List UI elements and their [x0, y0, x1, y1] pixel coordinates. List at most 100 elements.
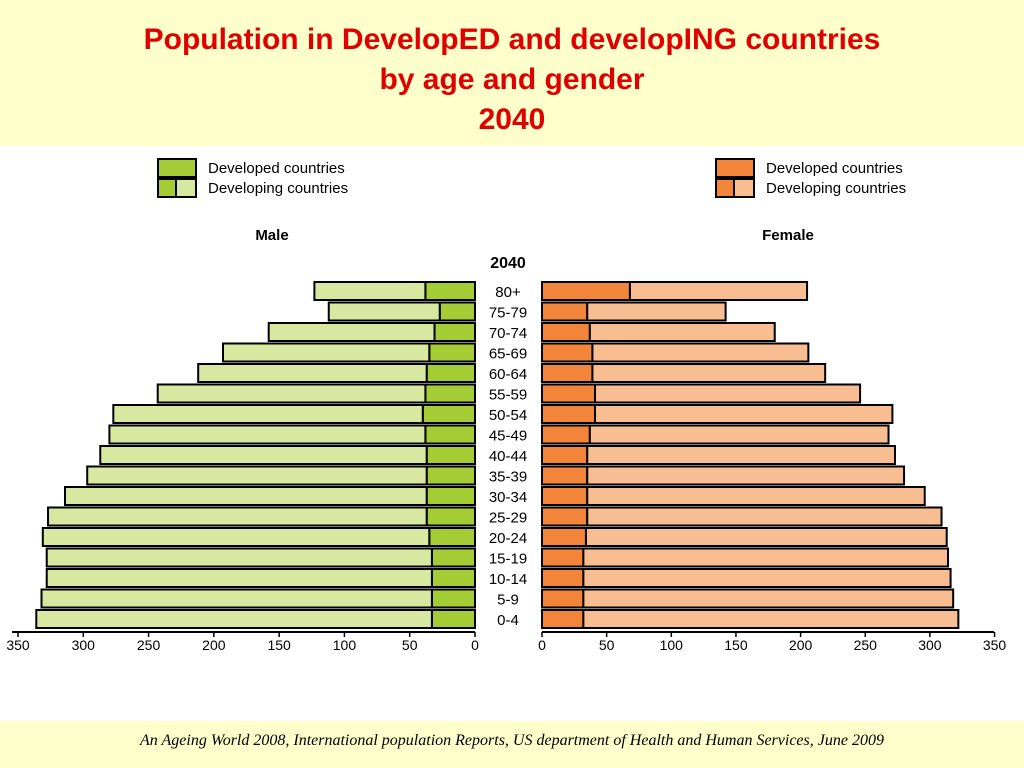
bar-female-developing	[594, 404, 894, 424]
age-group-label: 20-24	[489, 530, 527, 547]
bar-female-developed	[541, 424, 591, 445]
source-citation: An Ageing World 2008, International popu…	[140, 732, 884, 749]
bar-male-developed	[425, 465, 476, 486]
bar-female-developed	[541, 301, 589, 322]
bar-male-developing	[35, 609, 433, 629]
bar-female-developing	[586, 445, 896, 465]
slide-title-line-2: by age and gender	[379, 63, 645, 96]
bar-male-developing	[64, 486, 428, 506]
age-group-label: 5-9	[497, 592, 519, 609]
male-legend-swatch-developing-outer	[175, 178, 197, 198]
bar-male-developed	[424, 424, 476, 445]
age-group-label: 45-49	[489, 428, 527, 445]
bar-female-developed	[541, 342, 594, 363]
male-x-tick-label: 150	[267, 637, 291, 653]
title-band	[0, 0, 1024, 146]
male-legend-swatch-developing-inner	[157, 178, 177, 198]
bar-female-developing	[582, 609, 960, 629]
bar-male-developed	[424, 383, 476, 404]
bar-female-developed	[541, 568, 585, 588]
bar-male-developing	[45, 568, 433, 588]
bar-female-developing	[588, 424, 890, 445]
chart-year-label: 2040	[490, 255, 526, 272]
bar-male-developed	[438, 301, 476, 322]
age-group-label: 55-59	[489, 387, 527, 404]
bar-male-developing	[327, 301, 441, 322]
female-legend-label-developed: Developed countries	[766, 160, 903, 177]
age-group-label: 25-29	[489, 510, 527, 527]
bar-male-developing	[108, 424, 427, 445]
age-group-label: 60-64	[489, 366, 527, 383]
bar-male-developing	[41, 527, 431, 547]
bar-female-developed	[541, 547, 585, 568]
bar-male-developed	[433, 322, 476, 342]
female-x-tick-label: 250	[854, 637, 878, 653]
bar-female-developing	[586, 506, 943, 527]
slide-title-line-3: 2040	[478, 103, 546, 136]
bar-female-developed	[541, 322, 591, 342]
bar-female-developing	[588, 322, 776, 342]
bar-female-developed	[541, 383, 597, 404]
bar-female-developed	[541, 486, 589, 506]
bar-male-developing	[221, 342, 431, 363]
bar-male-developing	[313, 281, 427, 301]
bar-male-developing	[99, 445, 428, 465]
bar-male-developed	[425, 506, 476, 527]
male-x-tick-label: 300	[72, 637, 96, 653]
bar-female-developed	[541, 527, 587, 547]
bar-female-developing	[586, 465, 906, 486]
bar-male-developed	[430, 588, 476, 609]
male-legend-swatch-developed	[157, 158, 197, 178]
female-x-tick-label: 300	[918, 637, 942, 653]
bar-male-developing	[267, 322, 436, 342]
bar-female-developed	[541, 363, 594, 383]
bar-male-developed	[424, 281, 476, 301]
age-group-label: 15-19	[489, 551, 527, 568]
bar-male-developing	[45, 547, 433, 568]
age-group-label: 50-54	[489, 407, 527, 424]
bar-male-developed	[425, 445, 476, 465]
bar-female-developed	[541, 609, 585, 629]
bar-female-developing	[628, 281, 809, 301]
male-panel-label: Male	[255, 227, 288, 244]
bar-female-developed	[541, 445, 589, 465]
female-legend-swatch-developing-outer	[733, 178, 755, 198]
female-legend-swatch-developed	[715, 158, 755, 178]
bar-female-developed	[541, 404, 597, 424]
bar-female-developing	[582, 547, 950, 568]
bar-male-developed	[428, 342, 477, 363]
bar-female-developed	[541, 506, 589, 527]
male-x-tick-label: 250	[137, 637, 161, 653]
female-legend-swatch-developing-inner	[715, 178, 735, 198]
bar-male-developed	[428, 527, 477, 547]
bar-male-developing	[112, 404, 424, 424]
bar-female-developed	[541, 281, 631, 301]
male-legend-label-developing: Developing countries	[208, 180, 348, 197]
bar-female-developing	[584, 527, 948, 547]
age-group-label: 40-44	[489, 448, 527, 465]
bar-female-developing	[582, 568, 952, 588]
male-x-tick-label: 350	[6, 637, 30, 653]
bar-male-developing	[156, 383, 427, 404]
bar-male-developed	[425, 363, 476, 383]
bar-female-developed	[541, 465, 589, 486]
bar-female-developed	[541, 588, 585, 609]
bar-male-developed	[425, 486, 476, 506]
female-legend-label-developing: Developing countries	[766, 180, 906, 197]
bar-female-developing	[591, 363, 827, 383]
bar-female-developing	[591, 342, 810, 363]
female-x-tick-label: 350	[983, 637, 1007, 653]
bar-male-developed	[430, 568, 476, 588]
bar-male-developed	[430, 609, 476, 629]
age-group-label: 80+	[495, 284, 521, 301]
age-group-label: 70-74	[489, 325, 527, 342]
bar-male-developing	[86, 465, 428, 486]
population-pyramid-chart: 80+ 75-79 70-74 65-69 60-64 55-59 50-54 45-49 40…	[6, 158, 1007, 653]
bar-male-developed	[430, 547, 476, 568]
bar-female-developing	[582, 588, 955, 609]
footer-band	[0, 721, 1024, 768]
male-legend-label-developed: Developed countries	[208, 160, 345, 177]
age-group-label: 75-79	[489, 305, 527, 322]
age-group-label: 35-39	[489, 469, 527, 486]
bar-male-developing	[40, 588, 433, 609]
